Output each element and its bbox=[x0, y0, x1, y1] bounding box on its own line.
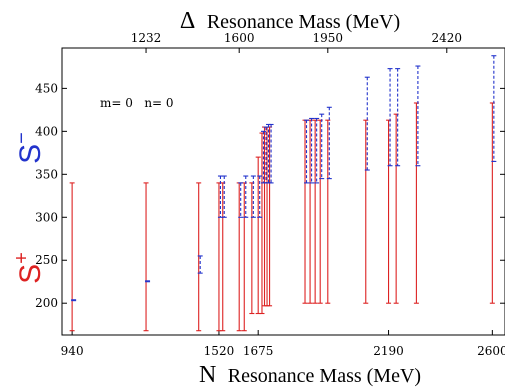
error-bar-plus bbox=[220, 182, 226, 332]
error-bar-minus bbox=[314, 117, 320, 184]
error-bar-minus bbox=[395, 68, 401, 167]
ylabel-minus-sup: − bbox=[11, 132, 33, 144]
y-tick-label: 250 bbox=[35, 253, 58, 267]
bottom-axis-text: Resonance Mass (MeV) bbox=[228, 365, 421, 387]
error-bar-minus bbox=[257, 175, 263, 218]
top-tick-label: 1600 bbox=[224, 31, 255, 45]
y-tick-label: 200 bbox=[35, 296, 58, 310]
top-axis-symbol: Δ bbox=[180, 8, 195, 34]
error-bar-plus bbox=[267, 126, 273, 307]
error-bar-minus bbox=[319, 113, 325, 180]
error-bar-plus bbox=[196, 182, 202, 332]
x-tick-label: 940 bbox=[61, 344, 84, 358]
ylabel-minus-base: S bbox=[14, 144, 47, 164]
bottom-axis-title: N Resonance Mass (MeV) bbox=[199, 362, 421, 388]
error-bar-minus bbox=[250, 175, 256, 218]
error-bar-minus bbox=[309, 117, 315, 184]
error-bar-minus bbox=[364, 76, 370, 171]
error-bar-plus bbox=[259, 132, 265, 315]
error-bar-minus bbox=[268, 123, 274, 184]
x-tick-label: 2190 bbox=[373, 344, 404, 358]
error-bar-minus bbox=[326, 106, 332, 180]
error-bar-minus bbox=[145, 280, 151, 283]
error-bar-minus bbox=[243, 175, 249, 218]
error-bar-plus bbox=[264, 126, 270, 307]
ylabel-plus: S+ bbox=[11, 252, 47, 284]
error-bar-plus bbox=[393, 113, 399, 304]
plot-frame bbox=[61, 47, 505, 336]
error-bar-minus bbox=[221, 175, 227, 218]
error-bar-minus bbox=[415, 65, 421, 167]
y-tick-label: 450 bbox=[35, 81, 58, 95]
error-bar-plus bbox=[69, 182, 75, 332]
error-bar-plus bbox=[255, 156, 261, 315]
y-tick-label: 400 bbox=[35, 124, 58, 138]
error-bar-minus bbox=[304, 119, 310, 184]
ylabel-plus-base: S bbox=[14, 264, 47, 284]
annotation: m= 0 n= 0 bbox=[100, 96, 174, 110]
error-bar-plus bbox=[307, 119, 313, 304]
error-bar-plus bbox=[241, 182, 247, 332]
top-axis-title: Δ Resonance Mass (MeV) bbox=[180, 8, 400, 34]
error-bar-minus bbox=[71, 299, 77, 302]
error-bar-minus bbox=[238, 182, 244, 218]
error-bar-plus bbox=[143, 182, 149, 332]
y-tick-label: 300 bbox=[35, 210, 58, 224]
y-tick-label: 350 bbox=[35, 167, 58, 181]
bottom-axis-symbol: N bbox=[199, 362, 216, 388]
error-bar-plus bbox=[312, 119, 318, 304]
x-tick-label: 1675 bbox=[243, 344, 274, 358]
x-tick-label: 2600 bbox=[477, 344, 505, 358]
x-tick-label: 1520 bbox=[204, 344, 235, 358]
top-tick-label: 1950 bbox=[313, 31, 344, 45]
ylabel-plus-sup: + bbox=[11, 252, 33, 264]
ylabel-minus: S− bbox=[11, 132, 47, 164]
top-tick-label: 2420 bbox=[432, 31, 463, 45]
top-tick-label: 1232 bbox=[131, 31, 162, 45]
ticks-layer: 200 250 300 350 400 450 940 1520 1675 2190 2600 123… bbox=[35, 31, 505, 358]
bars-layer bbox=[69, 55, 497, 332]
error-bar-minus bbox=[197, 255, 203, 274]
error-bar-minus bbox=[491, 55, 497, 162]
top-axis-text: Resonance Mass (MeV) bbox=[207, 11, 400, 33]
error-bar-plus bbox=[386, 119, 392, 304]
error-bar-plus bbox=[216, 182, 222, 332]
error-bar-minus bbox=[387, 68, 393, 167]
error-bar-plus bbox=[317, 119, 323, 304]
